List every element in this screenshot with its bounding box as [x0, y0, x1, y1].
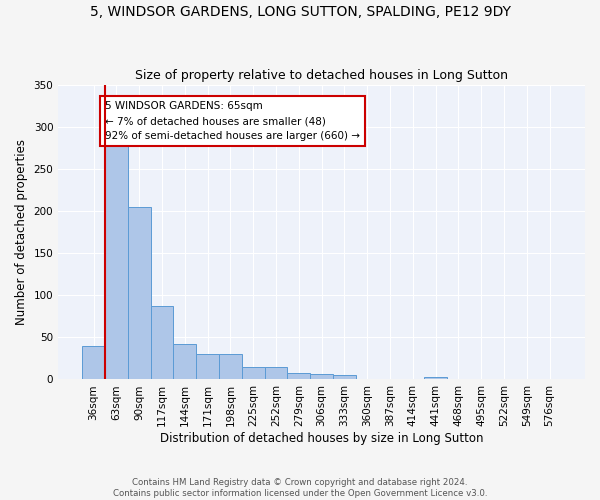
X-axis label: Distribution of detached houses by size in Long Sutton: Distribution of detached houses by size … [160, 432, 484, 445]
Bar [333, 375, 356, 380]
Bar [424, 377, 447, 380]
Bar [242, 367, 265, 380]
Title: Size of property relative to detached houses in Long Sutton: Size of property relative to detached ho… [135, 69, 508, 82]
Bar [128, 206, 151, 380]
Text: 5 WINDSOR GARDENS: 65sqm
← 7% of detached houses are smaller (48)
92% of semi-de: 5 WINDSOR GARDENS: 65sqm ← 7% of detache… [105, 102, 360, 141]
Bar [173, 344, 196, 380]
Bar [82, 346, 105, 380]
Bar [151, 306, 173, 380]
Bar [265, 367, 287, 380]
Y-axis label: Number of detached properties: Number of detached properties [15, 139, 28, 325]
Text: 5, WINDSOR GARDENS, LONG SUTTON, SPALDING, PE12 9DY: 5, WINDSOR GARDENS, LONG SUTTON, SPALDIN… [89, 5, 511, 19]
Bar [287, 372, 310, 380]
Bar [219, 354, 242, 380]
Bar [105, 135, 128, 380]
Bar [310, 374, 333, 380]
Bar [196, 354, 219, 380]
Text: Contains HM Land Registry data © Crown copyright and database right 2024.
Contai: Contains HM Land Registry data © Crown c… [113, 478, 487, 498]
